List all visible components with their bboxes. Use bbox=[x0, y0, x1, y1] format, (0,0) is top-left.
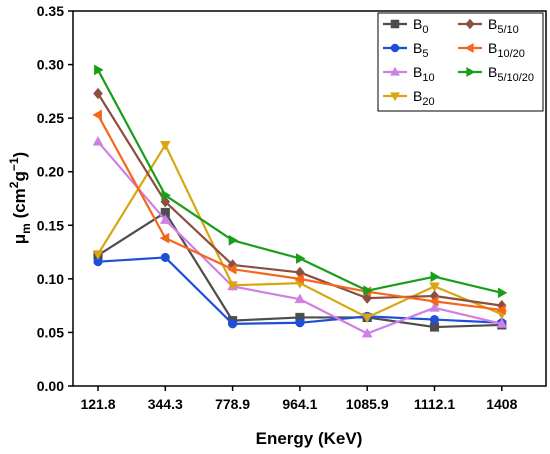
x-tick-label: 1408 bbox=[486, 396, 517, 412]
y-axis: 0.00 0.05 0.10 0.15 0.20 0.25 0.30 0.35 bbox=[37, 3, 73, 394]
series-b5-10-20 bbox=[94, 64, 508, 299]
y-tick-label: 0.05 bbox=[37, 324, 64, 340]
data-point bbox=[497, 287, 508, 299]
legend-item: B5 bbox=[383, 40, 428, 60]
x-tick-label: 778.9 bbox=[215, 396, 250, 412]
legend: B0 B5 B10 B20 B5/10 B10/20 B5/10/20 bbox=[377, 12, 544, 112]
y-tick-label: 0.35 bbox=[37, 3, 64, 19]
legend-item: B5/10 bbox=[458, 16, 519, 36]
series-layer bbox=[92, 64, 508, 338]
series-b10 bbox=[92, 136, 508, 338]
y-tick-label: 0.15 bbox=[37, 217, 64, 233]
data-point bbox=[294, 293, 306, 304]
data-point bbox=[295, 253, 306, 264]
data-point bbox=[227, 281, 238, 291]
data-point bbox=[363, 285, 373, 297]
legend-label: B5/10/20 bbox=[488, 64, 534, 84]
data-point bbox=[94, 64, 104, 76]
data-point bbox=[226, 263, 237, 275]
data-point bbox=[496, 318, 508, 328]
y-tick-label: 0.30 bbox=[37, 57, 64, 73]
data-point bbox=[295, 318, 305, 328]
y-axis-title: μm (cm2g−1) bbox=[7, 152, 33, 244]
x-axis-title: Energy (KeV) bbox=[256, 429, 363, 448]
data-point bbox=[361, 313, 373, 324]
legend-swatch-marker bbox=[389, 92, 401, 102]
legend-item: B10/20 bbox=[458, 40, 525, 60]
legend-label: B5/10 bbox=[488, 16, 519, 36]
legend-item: B5/10/20 bbox=[458, 64, 534, 84]
legend-label: B10/20 bbox=[488, 40, 525, 60]
data-point bbox=[429, 282, 440, 293]
data-point bbox=[160, 252, 170, 262]
legend-item: B10 bbox=[383, 64, 435, 84]
legend-swatch-marker bbox=[464, 42, 474, 54]
y-tick-label: 0.20 bbox=[37, 164, 64, 180]
legend-swatch-marker bbox=[390, 43, 400, 53]
y-tick-label: 0.10 bbox=[37, 271, 64, 287]
data-point bbox=[429, 302, 440, 312]
data-point bbox=[228, 234, 239, 246]
data-point bbox=[361, 327, 373, 338]
y-tick-label: 0.25 bbox=[37, 110, 64, 126]
data-point bbox=[430, 271, 441, 283]
data-point bbox=[93, 87, 103, 100]
data-point bbox=[161, 189, 171, 201]
legend-swatch-marker bbox=[390, 19, 400, 29]
legend-swatch-marker bbox=[389, 66, 401, 76]
legend-swatch-marker bbox=[466, 66, 476, 78]
data-point bbox=[429, 315, 440, 325]
data-point bbox=[159, 214, 171, 224]
legend-swatch-marker bbox=[465, 18, 475, 30]
legend-label: B10 bbox=[413, 64, 435, 84]
data-point bbox=[92, 136, 104, 146]
x-tick-label: 1112.1 bbox=[414, 396, 455, 412]
x-tick-label: 121.8 bbox=[80, 396, 115, 412]
legend-item: B0 bbox=[383, 16, 428, 36]
data-point bbox=[428, 295, 439, 307]
y-tick-label: 0.00 bbox=[37, 378, 64, 394]
data-point bbox=[496, 304, 506, 316]
legend-label: B20 bbox=[413, 88, 435, 108]
data-point bbox=[228, 319, 238, 329]
x-tick-label: 344.3 bbox=[148, 396, 183, 412]
data-point bbox=[294, 273, 304, 285]
series-line bbox=[97, 143, 503, 319]
x-axis: 121.8 344.3 778.9 964.1 1085.9 1112.1 1408 bbox=[80, 386, 518, 412]
data-point bbox=[159, 141, 171, 151]
x-tick-label: 1085.9 bbox=[346, 396, 389, 412]
plot-frame bbox=[72, 10, 547, 387]
legend-label: B0 bbox=[413, 16, 428, 36]
series-line bbox=[97, 140, 503, 335]
data-point bbox=[159, 232, 170, 244]
legend-item: B20 bbox=[383, 88, 435, 108]
legend-box bbox=[377, 12, 544, 112]
legend-label: B5 bbox=[413, 40, 428, 60]
x-tick-label: 964.1 bbox=[282, 396, 317, 412]
data-point bbox=[92, 250, 104, 260]
data-point bbox=[92, 109, 102, 121]
